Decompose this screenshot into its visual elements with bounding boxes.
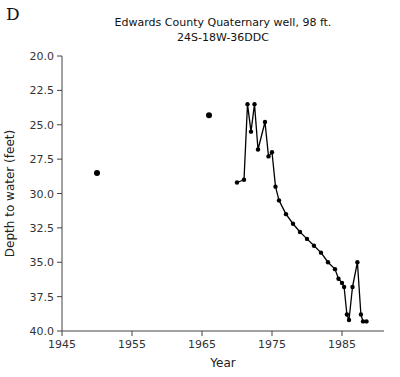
subtitle: 24S-18W-36DDC <box>177 31 269 44</box>
x-axis-label: Year <box>209 356 235 370</box>
chart: 1945 1955 1965 1975 1985 20.0 22.5 25.0 27.5 30.0… <box>0 0 400 377</box>
x-tick-label: 1945 <box>48 338 76 351</box>
point <box>364 319 368 323</box>
point <box>249 129 253 133</box>
x-tick <box>132 331 133 336</box>
y-tick <box>57 331 62 332</box>
point <box>298 230 302 234</box>
y-tick <box>57 56 62 57</box>
point <box>206 112 212 118</box>
y-tick-label: 27.5 <box>30 153 55 166</box>
point <box>252 102 256 106</box>
point <box>326 260 330 264</box>
x-tick-label: 1975 <box>258 338 286 351</box>
y-tick-label: 37.5 <box>30 291 55 304</box>
point <box>342 285 346 289</box>
x-tick <box>62 331 63 336</box>
point <box>312 244 316 248</box>
point <box>347 318 351 322</box>
y-axis-label: Depth to water (feet) <box>3 130 17 257</box>
y-tick <box>57 227 62 228</box>
y-tick <box>57 193 62 194</box>
title: Edwards County Quaternary well, 98 ft. <box>115 16 332 29</box>
point <box>336 277 340 281</box>
y-tick <box>57 124 62 125</box>
x-tick-label: 1955 <box>118 338 146 351</box>
y-tick <box>57 262 62 263</box>
point <box>266 154 270 158</box>
point <box>350 285 354 289</box>
point <box>235 180 239 184</box>
point <box>242 178 246 182</box>
y-tick <box>57 159 62 160</box>
point <box>277 198 281 202</box>
plot-area <box>94 102 369 324</box>
point <box>284 212 288 216</box>
point <box>359 312 363 316</box>
y-tick <box>57 90 62 91</box>
x-tick-label: 1985 <box>328 338 356 351</box>
y-tick-label: 20.0 <box>30 50 55 63</box>
point <box>355 260 359 264</box>
point <box>345 312 349 316</box>
y-tick-label: 25.0 <box>30 119 55 132</box>
x-tick <box>202 331 203 336</box>
point <box>256 147 260 151</box>
point <box>291 222 295 226</box>
y-tick-label: 22.5 <box>30 84 55 97</box>
series-line <box>237 104 367 321</box>
x-tick <box>272 331 273 336</box>
x-tick <box>342 331 343 336</box>
point <box>263 120 267 124</box>
point <box>245 102 249 106</box>
y-tick-label: 32.5 <box>30 222 55 235</box>
point <box>270 150 274 154</box>
point <box>94 170 100 176</box>
point <box>319 250 323 254</box>
y-tick <box>57 296 62 297</box>
point <box>340 281 344 285</box>
point <box>305 237 309 241</box>
point <box>273 184 277 188</box>
y-tick-label: 30.0 <box>30 188 55 201</box>
corner-label: D <box>6 4 20 24</box>
y-tick-label: 40.0 <box>30 325 55 338</box>
point <box>333 267 337 271</box>
y-tick-label: 35.0 <box>30 256 55 269</box>
x-tick-label: 1965 <box>188 338 216 351</box>
x-axis-line <box>62 331 384 332</box>
